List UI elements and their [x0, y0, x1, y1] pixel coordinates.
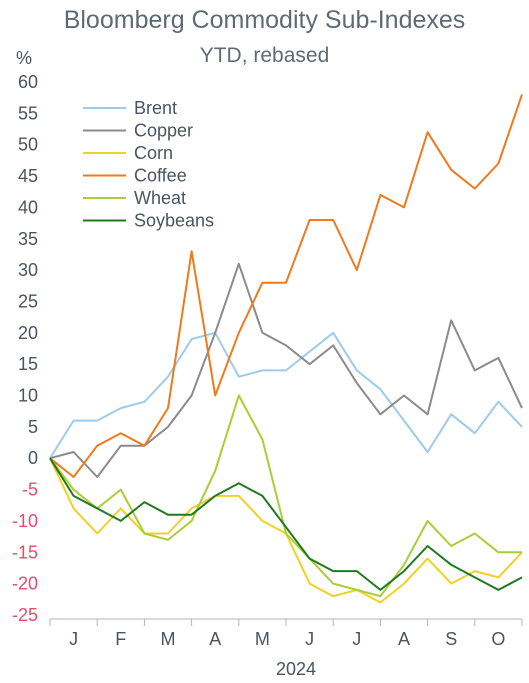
y-tick-label: -20	[12, 574, 38, 594]
y-tick-label: 60	[18, 72, 38, 92]
x-tick-label: F	[115, 629, 126, 649]
y-tick-label: -5	[22, 480, 38, 500]
chart-title: Bloomberg Commodity Sub-Indexes	[63, 6, 466, 34]
x-tick-label: M	[161, 629, 176, 649]
y-tick-label: 55	[18, 103, 38, 123]
y-tick-label: 0	[28, 448, 38, 468]
y-tick-label: 30	[18, 260, 38, 280]
legend-label: Wheat	[134, 188, 186, 208]
y-tick-label: -15	[12, 542, 38, 562]
x-tick-label: S	[445, 629, 457, 649]
y-tick-label: -25	[12, 605, 38, 625]
y-tick-label: 20	[18, 323, 38, 343]
x-tick-label: M	[255, 629, 270, 649]
legend-label: Soybeans	[134, 211, 214, 231]
legend-label: Brent	[134, 98, 177, 118]
y-tick-label: 5	[28, 417, 38, 437]
y-tick-label: 45	[18, 166, 38, 186]
y-unit-label: %	[16, 48, 32, 68]
legend-label: Copper	[134, 121, 193, 141]
series-line-copper	[49, 262, 523, 478]
series-line-brent	[49, 331, 523, 459]
series-line-wheat	[49, 394, 522, 598]
series-line-coffee	[49, 94, 523, 478]
y-tick-label: -10	[12, 511, 38, 531]
y-tick-label: 15	[18, 354, 38, 374]
y-tick-label: 50	[18, 135, 38, 155]
x-tick-label: J	[352, 629, 361, 649]
x-tick-label: A	[209, 629, 221, 649]
y-tick-label: 40	[18, 197, 38, 217]
legend-label: Corn	[134, 143, 173, 163]
chart-subtitle: YTD, rebased	[199, 44, 330, 67]
x-tick-label: A	[398, 629, 410, 649]
y-tick-label: 25	[18, 291, 38, 311]
series-line-soybeans	[49, 457, 523, 591]
x-tick-label: J	[69, 629, 78, 649]
y-tick-label: 10	[18, 386, 38, 406]
y-tick-label: 35	[18, 229, 38, 249]
x-tick-label: O	[491, 629, 505, 649]
legend-label: Coffee	[134, 166, 187, 186]
x-tick-label: J	[305, 629, 314, 649]
x-axis-title: 2024	[276, 659, 316, 679]
